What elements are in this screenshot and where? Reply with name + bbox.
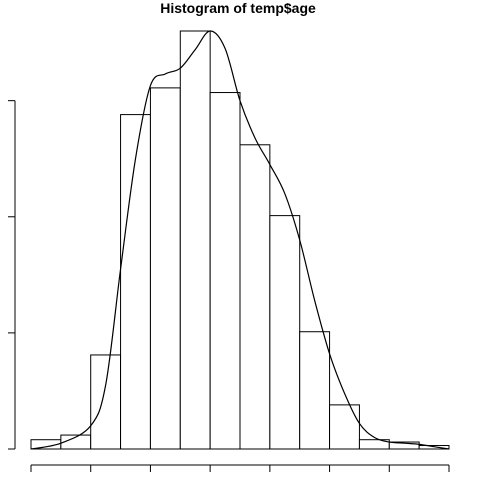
y-axis <box>8 100 16 450</box>
x-axis <box>30 464 450 472</box>
chart-title: Histogram of temp$age <box>160 0 316 16</box>
histogram-bar <box>269 215 301 450</box>
histogram-bar <box>149 87 181 450</box>
histogram-bar <box>209 92 241 450</box>
histogram-bar <box>90 354 122 450</box>
histogram-bar <box>120 114 151 450</box>
histogram-bar <box>239 144 271 450</box>
histogram-bar <box>299 331 331 450</box>
histogram-bar <box>329 404 360 450</box>
histogram-bars <box>30 30 450 450</box>
density-curve <box>30 30 450 450</box>
histogram-bar <box>179 30 211 450</box>
